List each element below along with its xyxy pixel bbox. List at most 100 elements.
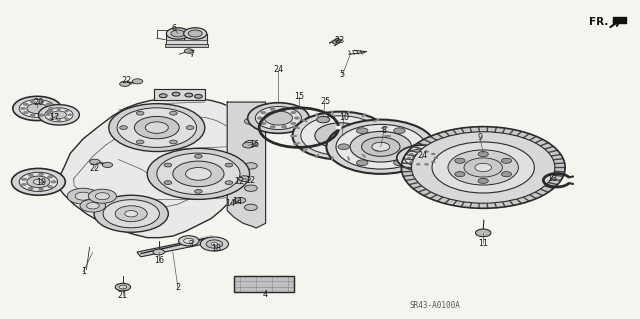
Circle shape (21, 178, 26, 181)
Circle shape (338, 144, 349, 150)
Text: 23: 23 (334, 36, 344, 45)
Circle shape (38, 188, 44, 191)
Circle shape (46, 103, 51, 106)
Circle shape (186, 167, 211, 180)
Circle shape (136, 140, 144, 144)
Circle shape (95, 193, 109, 200)
Circle shape (51, 181, 56, 183)
Circle shape (132, 79, 143, 84)
Circle shape (501, 172, 511, 177)
Circle shape (206, 240, 223, 248)
Circle shape (261, 111, 266, 114)
Bar (166, 34, 189, 46)
Bar (166, 40, 207, 44)
Circle shape (185, 93, 193, 97)
Circle shape (45, 108, 73, 122)
Text: 14: 14 (225, 199, 236, 208)
Text: 22: 22 (90, 164, 100, 173)
Text: 2: 2 (175, 283, 180, 292)
Text: 6: 6 (172, 24, 177, 33)
Bar (234, 276, 294, 292)
Circle shape (57, 119, 61, 121)
Text: 25: 25 (320, 97, 330, 106)
Circle shape (291, 122, 296, 125)
Circle shape (291, 111, 296, 114)
Circle shape (476, 229, 491, 237)
Circle shape (261, 122, 266, 125)
Text: 15: 15 (294, 92, 304, 101)
Circle shape (270, 126, 275, 128)
Polygon shape (58, 97, 259, 238)
Circle shape (172, 92, 180, 96)
Circle shape (76, 192, 92, 200)
Circle shape (243, 142, 254, 148)
Circle shape (412, 132, 555, 203)
Circle shape (478, 152, 488, 157)
Bar (613, 17, 626, 23)
Circle shape (88, 189, 116, 203)
Circle shape (417, 163, 420, 165)
Circle shape (225, 181, 233, 184)
Circle shape (21, 183, 26, 186)
Circle shape (157, 153, 240, 195)
Text: 4: 4 (263, 290, 268, 299)
Circle shape (455, 172, 465, 177)
Circle shape (145, 122, 168, 133)
Circle shape (136, 111, 144, 115)
Bar (137, 238, 212, 257)
Circle shape (501, 158, 511, 163)
Circle shape (244, 163, 257, 169)
Circle shape (188, 30, 202, 37)
Text: 13: 13 (547, 174, 557, 182)
Bar (234, 276, 294, 292)
Circle shape (68, 114, 72, 116)
Circle shape (39, 100, 44, 103)
Circle shape (234, 197, 246, 203)
Circle shape (244, 140, 257, 147)
Circle shape (294, 117, 300, 119)
Circle shape (125, 211, 138, 217)
Circle shape (332, 40, 340, 44)
Circle shape (38, 105, 79, 125)
Circle shape (410, 153, 413, 155)
Circle shape (159, 94, 167, 98)
Circle shape (424, 163, 428, 165)
Circle shape (244, 204, 257, 211)
Circle shape (46, 111, 51, 114)
Text: 24: 24 (417, 151, 428, 160)
Circle shape (115, 206, 147, 222)
Circle shape (248, 103, 309, 133)
Circle shape (103, 200, 159, 228)
Circle shape (244, 185, 257, 191)
Circle shape (28, 174, 33, 176)
Text: 17: 17 (49, 113, 59, 122)
Circle shape (90, 159, 100, 164)
Circle shape (27, 176, 50, 188)
Circle shape (170, 111, 177, 115)
Circle shape (412, 144, 424, 150)
Circle shape (401, 127, 565, 208)
Text: 19: 19 (36, 178, 47, 187)
Circle shape (19, 172, 58, 191)
Circle shape (80, 199, 106, 212)
Circle shape (413, 153, 432, 163)
Text: 16: 16 (249, 140, 259, 149)
Circle shape (362, 137, 400, 156)
Text: 18: 18 (211, 244, 221, 253)
Circle shape (46, 114, 50, 116)
Circle shape (49, 118, 53, 120)
Circle shape (257, 117, 262, 119)
Circle shape (195, 94, 202, 98)
Text: 16: 16 (154, 256, 164, 265)
Circle shape (94, 195, 168, 232)
Circle shape (464, 158, 502, 177)
Circle shape (19, 100, 55, 117)
Circle shape (301, 116, 380, 155)
Circle shape (134, 116, 179, 139)
Text: SR43-A0100A: SR43-A0100A (410, 301, 461, 310)
Circle shape (317, 116, 330, 123)
Circle shape (49, 110, 53, 112)
Circle shape (424, 151, 428, 152)
Circle shape (39, 114, 44, 116)
Polygon shape (154, 89, 205, 100)
